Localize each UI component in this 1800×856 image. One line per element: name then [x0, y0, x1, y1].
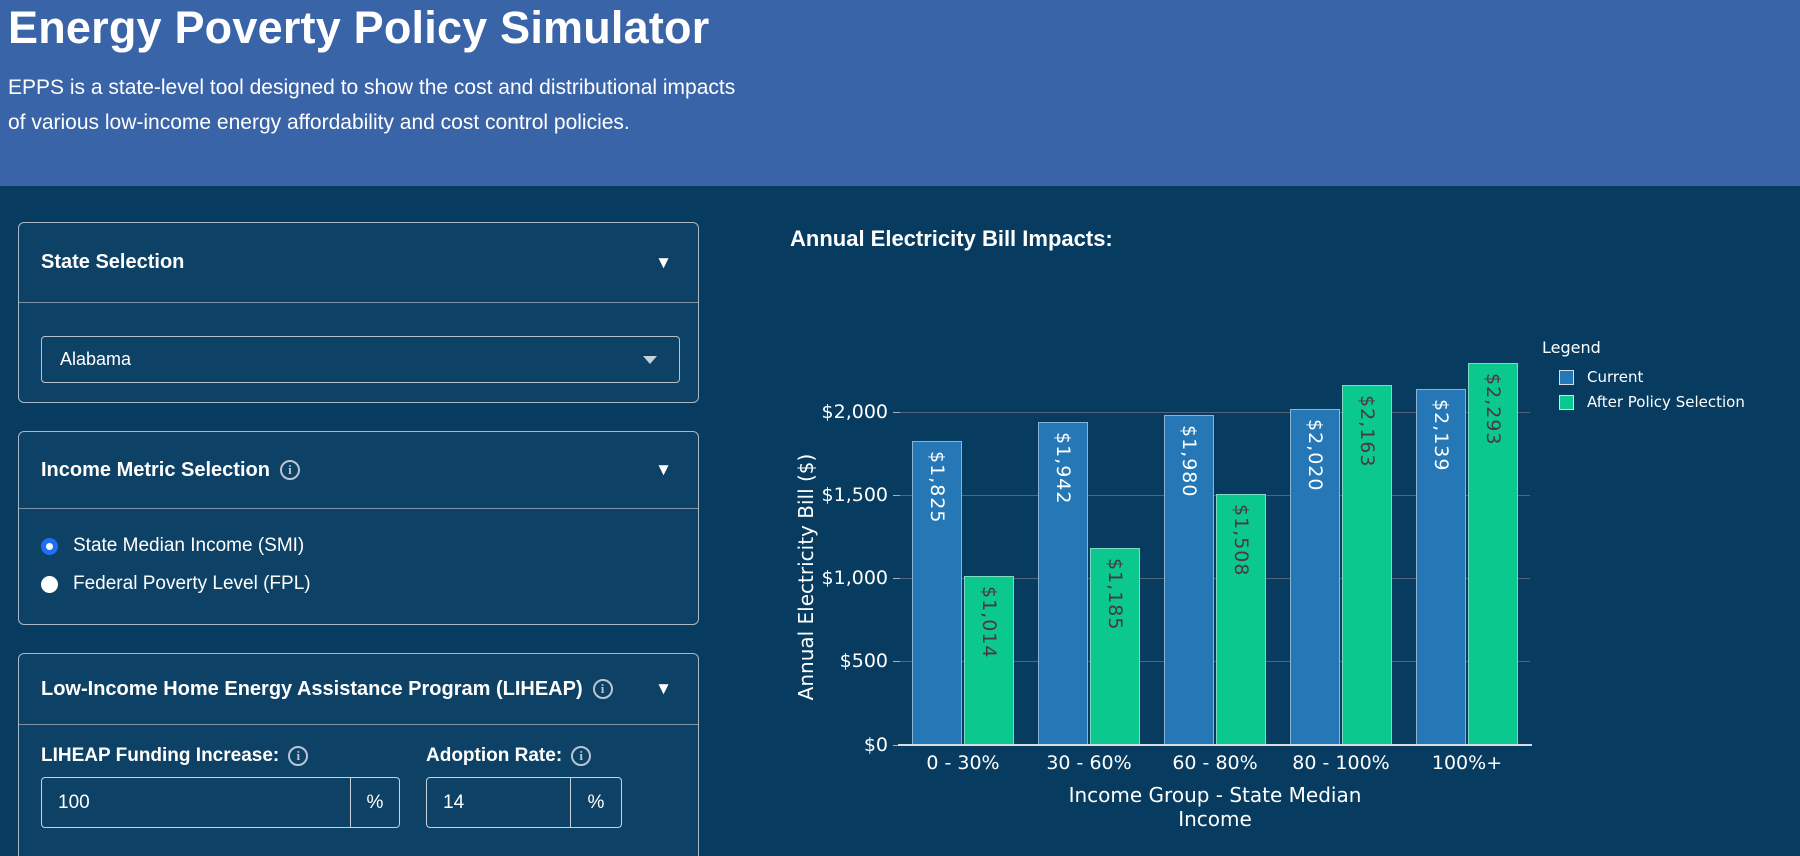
adoption-rate-input-group: % — [426, 777, 622, 828]
gridline — [900, 661, 1530, 662]
bar-current-30-60: $1,942 — [1038, 422, 1088, 745]
funding-increase-label: LIHEAP Funding Increase: i — [41, 745, 309, 767]
bar-after-policy-30-60: $1,185 — [1090, 548, 1140, 745]
state-selection-title: State Selection — [41, 251, 185, 273]
collapse-caret-icon[interactable]: ▼ — [655, 679, 672, 698]
y-tick-mark — [893, 495, 900, 496]
y-tick-label: $2,000 — [821, 401, 888, 423]
gridline — [900, 578, 1530, 579]
y-tick-mark — [893, 661, 900, 662]
funding-increase-unit: % — [350, 778, 399, 827]
app-subtitle: EPPS is a state-level tool designed to s… — [8, 70, 735, 140]
bar-value-label: $1,825 — [926, 451, 948, 524]
funding-increase-label-text: LIHEAP Funding Increase: — [41, 745, 280, 766]
funding-increase-input[interactable] — [42, 778, 350, 827]
legend-item-current[interactable]: Current — [1559, 368, 1745, 386]
bar-after-policy-80-100: $2,163 — [1342, 385, 1392, 745]
y-tick-label: $0 — [863, 734, 888, 756]
bar-after-policy-0-30: $1,014 — [964, 576, 1014, 745]
liheap-panel-header[interactable]: Low-Income Home Energy Assistance Progra… — [19, 654, 698, 725]
bar-value-label: $1,014 — [978, 586, 1000, 659]
bar-current-100: $2,139 — [1416, 389, 1466, 745]
bar-current-80-100: $2,020 — [1290, 409, 1340, 745]
adoption-rate-unit: % — [570, 778, 621, 827]
funding-increase-input-group: % — [41, 777, 400, 828]
x-tick-label: 0 - 30% — [926, 752, 1000, 774]
app-subtitle-line1: EPPS is a state-level tool designed to s… — [8, 76, 736, 99]
radio-option-smi[interactable]: State Median Income (SMI) — [41, 535, 698, 557]
x-tick-label: 30 - 60% — [1046, 752, 1132, 774]
app-title: Energy Poverty Policy Simulator — [8, 2, 710, 53]
info-icon[interactable]: i — [279, 460, 300, 480]
bar-after-policy-100: $2,293 — [1468, 363, 1518, 745]
legend-label: After Policy Selection — [1587, 393, 1745, 411]
liheap-title: Low-Income Home Energy Assistance Progra… — [41, 677, 583, 700]
y-tick-label: $1,000 — [821, 567, 888, 589]
income-metric-title: Income Metric Selection — [41, 458, 270, 481]
adoption-rate-label-text: Adoption Rate: — [426, 745, 563, 766]
y-tick-mark — [893, 578, 900, 579]
collapse-caret-icon[interactable]: ▼ — [655, 252, 672, 272]
x-tick-label: 80 - 100% — [1292, 752, 1390, 774]
bar-value-label: $2,139 — [1430, 399, 1452, 472]
app-header: Energy Poverty Policy Simulator EPPS is … — [0, 0, 1800, 186]
legend-label: Current — [1587, 368, 1644, 386]
gridline — [900, 495, 1530, 496]
radio-label-smi[interactable]: State Median Income (SMI) — [73, 535, 305, 556]
radio-label-fpl[interactable]: Federal Poverty Level (FPL) — [73, 573, 311, 594]
y-tick-mark — [893, 745, 900, 746]
legend-item-after-policy-selection[interactable]: After Policy Selection — [1559, 393, 1745, 411]
legend-swatch-icon — [1559, 369, 1574, 385]
x-tick-label: 60 - 80% — [1172, 752, 1258, 774]
bar-value-label: $2,293 — [1482, 373, 1504, 446]
income-metric-panel-header[interactable]: Income Metric Selection i ▼ — [19, 432, 698, 509]
adoption-rate-label: Adoption Rate: i — [426, 745, 592, 767]
chart-legend: Legend Current After Policy Selection — [1542, 338, 1745, 418]
state-select[interactable]: Alabama — [41, 336, 680, 383]
adoption-rate-input[interactable] — [427, 778, 570, 827]
x-tick-label: 100%+ — [1431, 752, 1503, 774]
info-icon[interactable]: i — [571, 746, 592, 766]
x-axis-line — [898, 744, 1532, 746]
info-icon[interactable]: i — [592, 679, 613, 699]
radio-option-fpl[interactable]: Federal Poverty Level (FPL) — [41, 573, 698, 595]
app-subtitle-line2: of various low-income energy affordabili… — [8, 111, 630, 134]
radio-button-smi[interactable] — [41, 537, 58, 555]
bar-value-label: $1,980 — [1178, 425, 1200, 498]
y-tick-label: $500 — [839, 650, 888, 672]
select-caret-icon — [643, 355, 657, 364]
bar-value-label: $1,185 — [1104, 558, 1126, 631]
x-axis-title: Income Group - State Median Income — [1068, 783, 1362, 831]
y-tick-mark — [893, 412, 900, 413]
bar-value-label: $2,020 — [1304, 419, 1326, 492]
gridline — [900, 412, 1530, 413]
bar-current-0-30: $1,825 — [912, 441, 962, 745]
bar-value-label: $2,163 — [1356, 395, 1378, 468]
state-select-value: Alabama — [60, 349, 132, 369]
collapse-caret-icon[interactable]: ▼ — [655, 460, 672, 479]
bar-current-60-80: $1,980 — [1164, 415, 1214, 745]
y-tick-label: $1,500 — [821, 484, 888, 506]
chart-title: Annual Electricity Bill Impacts: — [790, 226, 1113, 251]
bar-after-policy-60-80: $1,508 — [1216, 494, 1266, 745]
legend-title: Legend — [1542, 338, 1601, 357]
income-metric-panel: Income Metric Selection i ▼ State Median… — [18, 431, 699, 625]
bar-value-label: $1,508 — [1230, 504, 1252, 577]
bar-value-label: $1,942 — [1052, 432, 1074, 505]
radio-button-fpl[interactable] — [41, 575, 58, 593]
bar-chart-plot-area: $0 $500 $1,000 $1,500 $2,000 $1,825 $1,014 0 - … — [822, 360, 1530, 774]
state-selection-panel: State Selection ▼ Alabama — [18, 222, 699, 403]
liheap-panel: Low-Income Home Energy Assistance Progra… — [18, 653, 699, 856]
legend-swatch-icon — [1559, 394, 1574, 410]
info-icon[interactable]: i — [288, 746, 309, 766]
state-selection-panel-header[interactable]: State Selection ▼ — [19, 223, 698, 303]
